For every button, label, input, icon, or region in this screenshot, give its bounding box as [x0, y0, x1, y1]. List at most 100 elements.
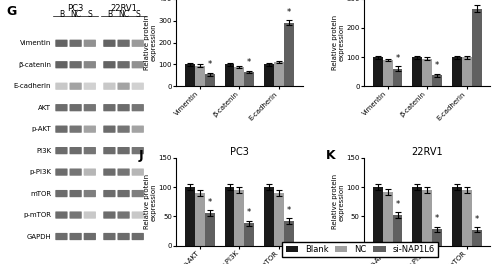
Bar [432, 229, 442, 246]
Text: *: * [208, 198, 212, 207]
FancyBboxPatch shape [70, 190, 82, 197]
Y-axis label: Relative protein
expression: Relative protein expression [332, 174, 345, 229]
FancyBboxPatch shape [118, 211, 130, 219]
FancyBboxPatch shape [70, 147, 82, 154]
Bar [452, 187, 462, 246]
FancyBboxPatch shape [70, 104, 82, 111]
Text: GAPDH: GAPDH [26, 234, 52, 239]
Title: 22RV1: 22RV1 [412, 147, 443, 157]
FancyBboxPatch shape [118, 61, 130, 68]
Text: *: * [247, 209, 252, 218]
FancyBboxPatch shape [84, 83, 96, 90]
Text: J: J [138, 149, 143, 162]
Bar [452, 57, 462, 86]
FancyBboxPatch shape [104, 211, 116, 219]
Y-axis label: Relative protein
expression: Relative protein expression [332, 15, 345, 70]
Text: 22RV1: 22RV1 [110, 4, 137, 13]
Bar [264, 187, 274, 246]
FancyBboxPatch shape [104, 104, 116, 111]
FancyBboxPatch shape [104, 61, 116, 68]
Text: *: * [286, 206, 291, 215]
FancyBboxPatch shape [70, 125, 82, 133]
FancyBboxPatch shape [56, 168, 68, 176]
FancyBboxPatch shape [56, 61, 68, 68]
Bar [284, 221, 294, 246]
Text: G: G [6, 5, 17, 18]
FancyBboxPatch shape [56, 40, 68, 47]
Bar [205, 74, 214, 86]
FancyBboxPatch shape [56, 125, 68, 133]
Text: NC: NC [118, 11, 129, 20]
Bar [412, 57, 422, 86]
FancyBboxPatch shape [84, 190, 96, 197]
Legend: Blank, NC, si-NAP1L6: Blank, NC, si-NAP1L6 [282, 242, 438, 257]
Text: *: * [474, 215, 479, 224]
FancyBboxPatch shape [70, 83, 82, 90]
FancyBboxPatch shape [118, 83, 130, 90]
Bar [274, 62, 284, 86]
FancyBboxPatch shape [56, 83, 68, 90]
FancyBboxPatch shape [84, 125, 96, 133]
Bar [244, 72, 254, 86]
Text: *: * [247, 59, 252, 68]
Text: Vimentin: Vimentin [20, 40, 52, 46]
Text: NC: NC [70, 11, 81, 20]
Bar [234, 190, 244, 246]
Bar [462, 57, 471, 86]
FancyBboxPatch shape [70, 233, 82, 240]
FancyBboxPatch shape [104, 233, 116, 240]
FancyBboxPatch shape [104, 190, 116, 197]
Y-axis label: Relative protein
expression: Relative protein expression [144, 174, 157, 229]
FancyBboxPatch shape [70, 40, 82, 47]
FancyBboxPatch shape [104, 40, 116, 47]
FancyBboxPatch shape [132, 233, 144, 240]
Text: AKT: AKT [38, 105, 52, 111]
Bar [392, 215, 402, 246]
Title: PC3: PC3 [230, 147, 249, 157]
FancyBboxPatch shape [132, 125, 144, 133]
FancyBboxPatch shape [84, 211, 96, 219]
Text: B: B [59, 11, 64, 20]
Text: p-PI3K: p-PI3K [30, 169, 52, 175]
FancyBboxPatch shape [132, 104, 144, 111]
FancyBboxPatch shape [70, 61, 82, 68]
FancyBboxPatch shape [104, 83, 116, 90]
Text: *: * [396, 54, 400, 63]
Bar [284, 23, 294, 86]
Text: I: I [326, 0, 330, 3]
Bar [382, 60, 392, 86]
FancyBboxPatch shape [118, 190, 130, 197]
Bar [422, 190, 432, 246]
Text: B: B [107, 11, 112, 20]
Bar [382, 192, 392, 246]
Text: *: * [286, 8, 291, 17]
Bar [462, 190, 471, 246]
Text: *: * [208, 60, 212, 69]
Text: mTOR: mTOR [30, 191, 52, 197]
Bar [472, 230, 482, 246]
FancyBboxPatch shape [56, 147, 68, 154]
FancyBboxPatch shape [56, 190, 68, 197]
Text: *: * [435, 61, 439, 70]
Text: *: * [396, 200, 400, 209]
Bar [224, 187, 234, 246]
FancyBboxPatch shape [56, 233, 68, 240]
Text: *: * [435, 214, 439, 223]
Bar [264, 64, 274, 86]
FancyBboxPatch shape [132, 61, 144, 68]
FancyBboxPatch shape [56, 211, 68, 219]
FancyBboxPatch shape [104, 147, 116, 154]
FancyBboxPatch shape [132, 211, 144, 219]
FancyBboxPatch shape [84, 61, 96, 68]
Bar [412, 187, 422, 246]
Text: PI3K: PI3K [36, 148, 52, 154]
Text: β-catenin: β-catenin [18, 62, 52, 68]
Bar [195, 193, 205, 246]
Bar [244, 223, 254, 246]
Bar [195, 65, 205, 86]
Text: p-AKT: p-AKT [32, 126, 52, 132]
FancyBboxPatch shape [70, 168, 82, 176]
FancyBboxPatch shape [104, 168, 116, 176]
FancyBboxPatch shape [118, 104, 130, 111]
FancyBboxPatch shape [70, 211, 82, 219]
